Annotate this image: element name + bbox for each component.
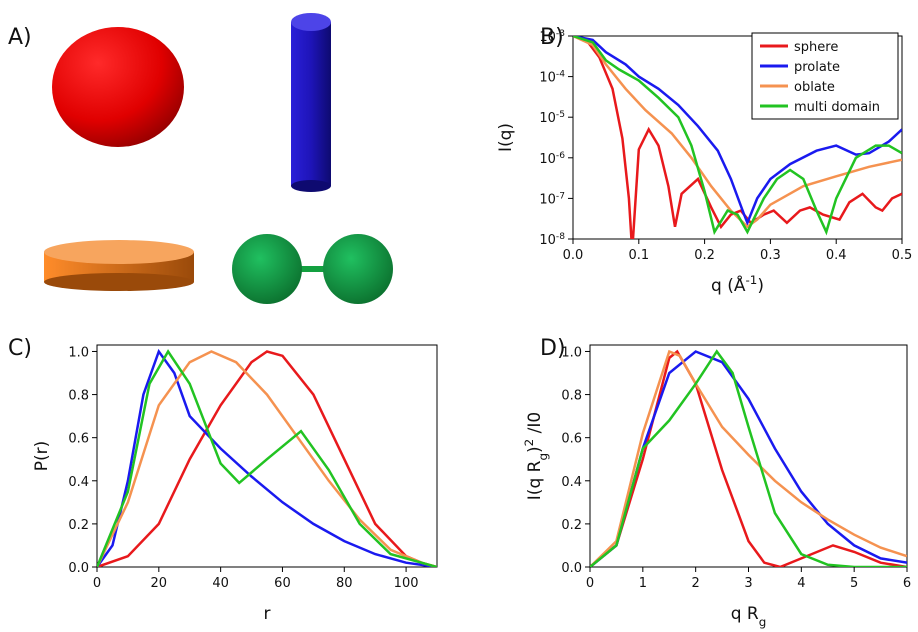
panel-label: A) [8, 25, 32, 50]
x-tick-label: 0.0 [563, 248, 584, 263]
x-tick-label: 4 [797, 576, 805, 591]
legend-label: oblate [794, 80, 835, 95]
x-tick-label: 60 [274, 576, 291, 591]
x-tick-label: 40 [212, 576, 229, 591]
dumbbell-ball [323, 234, 393, 304]
y-tick-label: 0.4 [561, 475, 582, 490]
series-line [97, 348, 437, 567]
chart: 0 1 2 3 4 5 6 0.0 0.2 0.4 0.6 0.8 1.0 q Rg I(q Rg)2 /I… [522, 344, 911, 629]
y-axis-label: P(r) [32, 441, 52, 472]
y-axis-label: I(q Rg)2 /I0 [522, 412, 550, 500]
sphere-shape [52, 27, 184, 147]
cylinder-bottom [291, 180, 331, 192]
y-tick-label: 10-4 [539, 70, 565, 86]
x-tick-label: 0.3 [760, 248, 781, 263]
dumbbell-ball [232, 234, 302, 304]
series-line [97, 349, 437, 567]
x-tick-label: 5 [850, 576, 858, 591]
y-tick-label: 10-5 [539, 110, 565, 126]
x-axis-label: q Rg [731, 604, 767, 629]
shapes [44, 13, 393, 304]
plot-frame [572, 35, 903, 240]
y-tick-label: 0.4 [68, 475, 89, 490]
x-tick-label: 0.5 [892, 248, 913, 263]
panel-label: C) [8, 336, 32, 361]
chart: 0 20 40 60 80 100 0.0 0.2 0.4 0.6 0.8 1.0 r P(r) [32, 344, 438, 624]
y-tick-label: 10-7 [539, 191, 565, 207]
x-tick-label: 3 [744, 576, 752, 591]
y-tick-label: 0.0 [68, 561, 89, 576]
x-axis-label: r [264, 604, 271, 624]
disk-bottom [44, 273, 194, 291]
y-tick-label: 0.6 [561, 432, 582, 447]
y-tick-label: 1.0 [561, 345, 582, 360]
series-line [590, 349, 907, 567]
legend-label: multi domain [794, 100, 880, 115]
legend-label: sphere [794, 40, 838, 55]
y-axis-label: I(q) [496, 123, 516, 152]
series-line [573, 36, 902, 236]
cylinder-top [291, 13, 331, 31]
series-line [590, 349, 907, 567]
x-tick-label: 1 [639, 576, 647, 591]
y-tick-label: 0.6 [68, 432, 89, 447]
x-tick-label: 0.2 [694, 248, 715, 263]
legend-label: prolate [794, 60, 840, 75]
plot-frame [589, 344, 908, 568]
x-tick-label: 0 [93, 576, 101, 591]
y-tick-label: 1.0 [68, 345, 89, 360]
plot-frame [96, 344, 438, 568]
x-tick-label: 0.4 [826, 248, 847, 263]
y-tick-label: 10-8 [539, 232, 565, 248]
x-tick-label: 100 [394, 576, 419, 591]
x-tick-label: 0 [586, 576, 594, 591]
series-line [573, 36, 902, 227]
y-tick-label: 0.2 [68, 518, 89, 533]
y-tick-label: 0.8 [561, 389, 582, 404]
y-tick-label: 0.2 [561, 518, 582, 533]
x-axis-label: q (Å-1) [711, 273, 764, 296]
chart: 0.0 0.1 0.2 0.3 0.4 0.5 10-8 10-7 10-6 10-5 10-4 10… [496, 29, 912, 296]
y-tick-label: 10-6 [539, 151, 565, 167]
series-line [573, 36, 902, 239]
series-line [573, 36, 902, 229]
series-line [97, 350, 437, 567]
y-tick-label: 10-3 [539, 29, 565, 45]
dumbbell-rod [290, 266, 332, 272]
panel-label: D) [540, 336, 566, 361]
y-tick-label: 0.8 [68, 389, 89, 404]
series-line [97, 350, 437, 567]
legend: sphere prolate oblate multi domain [751, 32, 899, 120]
x-tick-label: 80 [336, 576, 353, 591]
x-tick-label: 0.1 [628, 248, 649, 263]
cylinder-shape [291, 22, 331, 186]
x-tick-label: 2 [692, 576, 700, 591]
x-tick-label: 6 [903, 576, 911, 591]
y-tick-label: 0.0 [561, 561, 582, 576]
disk-top [44, 240, 194, 264]
panel-label: B) [540, 25, 564, 50]
x-tick-label: 20 [151, 576, 168, 591]
